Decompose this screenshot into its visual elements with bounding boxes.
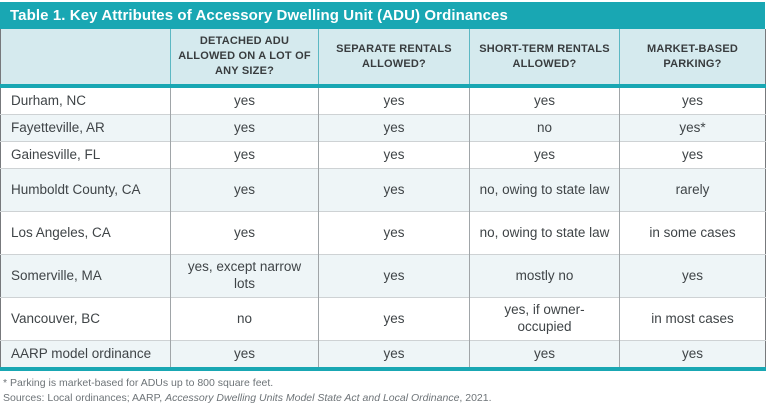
- column-header-detached-adu: DETACHED ADU ALLOWED ON A LOT OF ANY SIZ…: [170, 29, 319, 88]
- table-row-somerville: Somerville, MA yes, except narrow lots y…: [0, 254, 766, 298]
- table-cell: yes: [318, 297, 470, 341]
- row-label: Humboldt County, CA: [0, 168, 171, 212]
- row-label: Vancouver, BC: [0, 297, 171, 341]
- table-cell: rarely: [619, 168, 766, 212]
- table-cell: no: [170, 297, 319, 341]
- table-row-aarp-model: AARP model ordinance yes yes yes yes: [0, 340, 766, 371]
- table-cell: yes: [318, 141, 470, 169]
- row-label: Durham, NC: [11, 92, 87, 108]
- footnote-sources-suffix: , 2021.: [459, 391, 492, 404]
- adu-ordinances-table: DETACHED ADU ALLOWED ON A LOT OF ANY SIZ…: [0, 29, 766, 371]
- table-cell: in some cases: [619, 211, 766, 255]
- table-cell: no: [469, 114, 620, 142]
- table-title: Table 1. Key Attributes of Accessory Dwe…: [10, 7, 508, 24]
- table-cell: yes: [318, 211, 470, 255]
- column-header-market-based-parking: MARKET-BASED PARKING?: [619, 29, 766, 88]
- table-cell: yes: [619, 254, 766, 298]
- table-row-los-angeles: Los Angeles, CA yes yes no, owing to sta…: [0, 211, 766, 255]
- table-cell: yes: [318, 86, 470, 115]
- table-cell: yes: [170, 141, 319, 169]
- table-cell: yes*: [619, 114, 766, 142]
- table-title-bar: Table 1. Key Attributes of Accessory Dwe…: [0, 2, 765, 29]
- table-cell: yes: [318, 254, 470, 298]
- table-cell: yes: [170, 114, 319, 142]
- footnote-sources-prefix: Sources: Local ordinances; AARP,: [3, 391, 166, 404]
- table-cell: yes: [318, 168, 470, 212]
- row-label: AARP model ordinance: [0, 340, 171, 371]
- column-header-separate-rentals: SEPARATE RENTALS ALLOWED?: [318, 29, 470, 88]
- table-cell: yes: [318, 340, 470, 371]
- table-cell: no, owing to state law: [469, 211, 620, 255]
- table-cell: yes, if owner-occupied: [469, 297, 620, 341]
- table-cell: no, owing to state law: [469, 168, 620, 212]
- footnote-sources: Sources: Local ordinances; AARP, Accesso…: [3, 391, 761, 405]
- header-row: DETACHED ADU ALLOWED ON A LOT OF ANY SIZ…: [0, 29, 766, 88]
- table-cell: yes: [469, 86, 620, 115]
- table-row-durham: Durham, NC yes yes yes yes: [1, 86, 766, 115]
- table-row-gainesville: Gainesville, FL yes yes yes yes: [0, 141, 766, 169]
- table-cell: yes: [469, 340, 620, 371]
- table-cell: yes: [170, 86, 319, 115]
- table-cell: yes: [170, 211, 319, 255]
- footnote-sources-title: Accessory Dwelling Units Model State Act…: [165, 391, 460, 404]
- table-cell: yes: [619, 86, 766, 115]
- table-cell: yes: [170, 168, 319, 212]
- table-cell: yes: [619, 141, 766, 169]
- column-header-city: [0, 29, 171, 88]
- table-row-humboldt: Humboldt County, CA yes yes no, owing to…: [0, 168, 766, 212]
- table-row-vancouver: Vancouver, BC no yes yes, if owner-occup…: [0, 297, 766, 341]
- column-header-short-term-rentals: SHORT-TERM RENTALS ALLOWED?: [469, 29, 620, 88]
- table-cell: yes: [469, 141, 620, 169]
- table-cell: yes: [318, 114, 470, 142]
- table-cell: yes: [170, 340, 319, 371]
- row-label: Gainesville, FL: [0, 141, 171, 169]
- row-label: Fayetteville, AR: [0, 114, 171, 142]
- table-row-fayetteville: Fayetteville, AR yes yes no yes*: [0, 114, 766, 142]
- table-cell: yes, except narrow lots: [170, 254, 319, 298]
- footnote-parking: * Parking is market-based for ADUs up to…: [3, 377, 274, 389]
- row-label: Somerville, MA: [0, 254, 171, 298]
- table-cell: yes: [619, 340, 766, 371]
- table-cell: in most cases: [619, 297, 766, 341]
- table-cell: mostly no: [469, 254, 620, 298]
- row-label: Los Angeles, CA: [0, 211, 171, 255]
